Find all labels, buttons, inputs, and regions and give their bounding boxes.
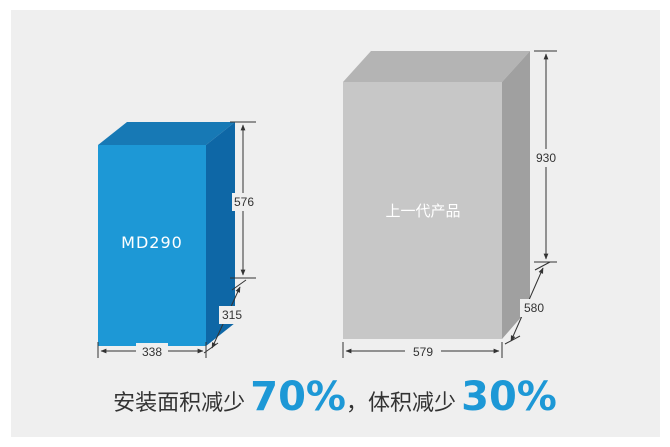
md290-width-label: 338 — [142, 345, 162, 359]
previous-box-front — [343, 82, 502, 339]
md290-box-top — [98, 122, 235, 145]
volume-reduction-value: 30% — [461, 374, 557, 420]
previous-product-label: 上一代产品 — [385, 202, 460, 220]
md290-box: MD290 — [98, 122, 235, 346]
previous-product-box: 上一代产品 — [343, 51, 530, 339]
previous-depth-label: 580 — [524, 301, 544, 315]
md290-height-label: 576 — [234, 195, 254, 209]
previous-width-label: 579 — [413, 345, 433, 359]
previous-box-side — [502, 51, 530, 339]
md290-label: MD290 — [121, 233, 183, 252]
previous-box-top — [343, 51, 530, 82]
md290-box-front — [98, 145, 206, 346]
md290-depth-label: 315 — [222, 308, 242, 322]
caption-volume-text: ，体积减少 — [346, 391, 457, 416]
previous-height-label: 930 — [536, 151, 556, 165]
area-reduction-value: 70% — [250, 374, 346, 420]
caption-area-text: 安装面积减少 — [113, 391, 246, 416]
comparison-caption: 安装面积减少 70%，体积减少 30% — [0, 374, 670, 434]
